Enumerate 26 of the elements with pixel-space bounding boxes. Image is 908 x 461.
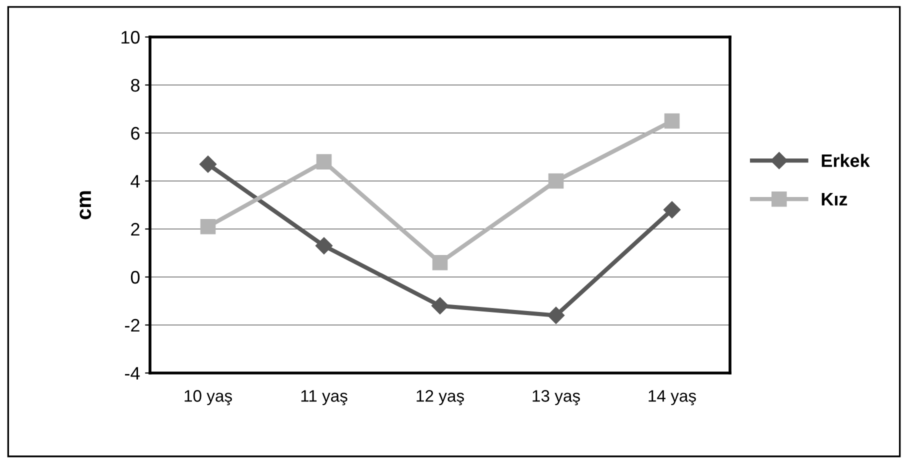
- point: [200, 218, 216, 234]
- y-tick-label: 4: [130, 175, 140, 188]
- y-tick-label: 10: [122, 30, 140, 44]
- x-tick-label: 13 yaş: [532, 390, 580, 406]
- y-tick-label: 6: [131, 126, 140, 140]
- point: [431, 297, 449, 314]
- point: [547, 306, 565, 324]
- legend-label: Kız: [822, 192, 848, 206]
- x-tick-label: 11 yaş: [301, 390, 348, 406]
- y-tick-label: -2: [125, 318, 140, 332]
- y-axis-title: cm: [80, 191, 92, 220]
- point: [548, 173, 564, 189]
- y-tick-label: 8: [131, 78, 140, 92]
- x-tick-label: 12 yaş: [416, 390, 464, 406]
- point: [432, 254, 448, 270]
- y-tick-label: 0: [130, 270, 140, 284]
- x-tick-label: 14 yaş: [648, 390, 696, 406]
- point: [663, 201, 681, 218]
- legend-label: Erkek: [822, 154, 870, 168]
- point: [199, 156, 217, 173]
- y-tick-label: 2: [131, 222, 140, 236]
- x-tick-label: 10 yaş: [184, 390, 232, 406]
- point: [315, 237, 333, 254]
- point: [316, 154, 332, 170]
- y-tick-label: -4: [125, 367, 140, 380]
- point: [664, 113, 680, 129]
